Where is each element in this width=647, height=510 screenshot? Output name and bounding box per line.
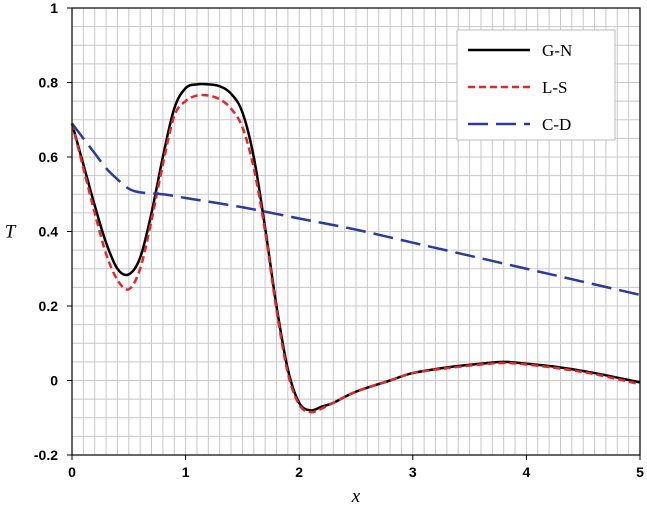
x-tick-label: 3: [409, 464, 417, 480]
y-tick-label: 0.4: [39, 224, 59, 240]
y-tick-label: 0.2: [39, 298, 59, 314]
series-line-g-n: [70, 82, 641, 412]
gridlines: [71, 7, 641, 456]
series-line-c-d: [71, 122, 641, 297]
x-tick-label: 5: [636, 464, 644, 480]
legend-box: [456, 29, 616, 141]
y-axis-label: T: [5, 222, 17, 243]
legend-label-g-n: G-N: [542, 41, 572, 60]
series-line-l-s: [70, 93, 641, 414]
y-tick-label: 0: [50, 373, 58, 389]
axis-ticks: 0 1 2 3 4 5 -0.2 0 0.2 0.4 0.6 0.8 1: [34, 0, 644, 480]
legend: G-N L-S C-D: [456, 29, 616, 141]
legend-label-l-s: L-S: [542, 78, 568, 97]
y-tick-label: -0.2: [34, 447, 58, 463]
legend-label-c-d: C-D: [542, 115, 571, 134]
x-axis-label: x: [351, 486, 361, 507]
x-tick-label: 4: [523, 464, 531, 480]
y-tick-label: 0.6: [39, 149, 59, 165]
x-tick-label: 1: [182, 464, 190, 480]
x-tick-label: 0: [68, 464, 76, 480]
series-layer: [70, 82, 641, 414]
x-tick-label: 2: [295, 464, 303, 480]
y-tick-label: 1: [50, 0, 58, 16]
y-tick-label: 0.8: [39, 75, 59, 91]
